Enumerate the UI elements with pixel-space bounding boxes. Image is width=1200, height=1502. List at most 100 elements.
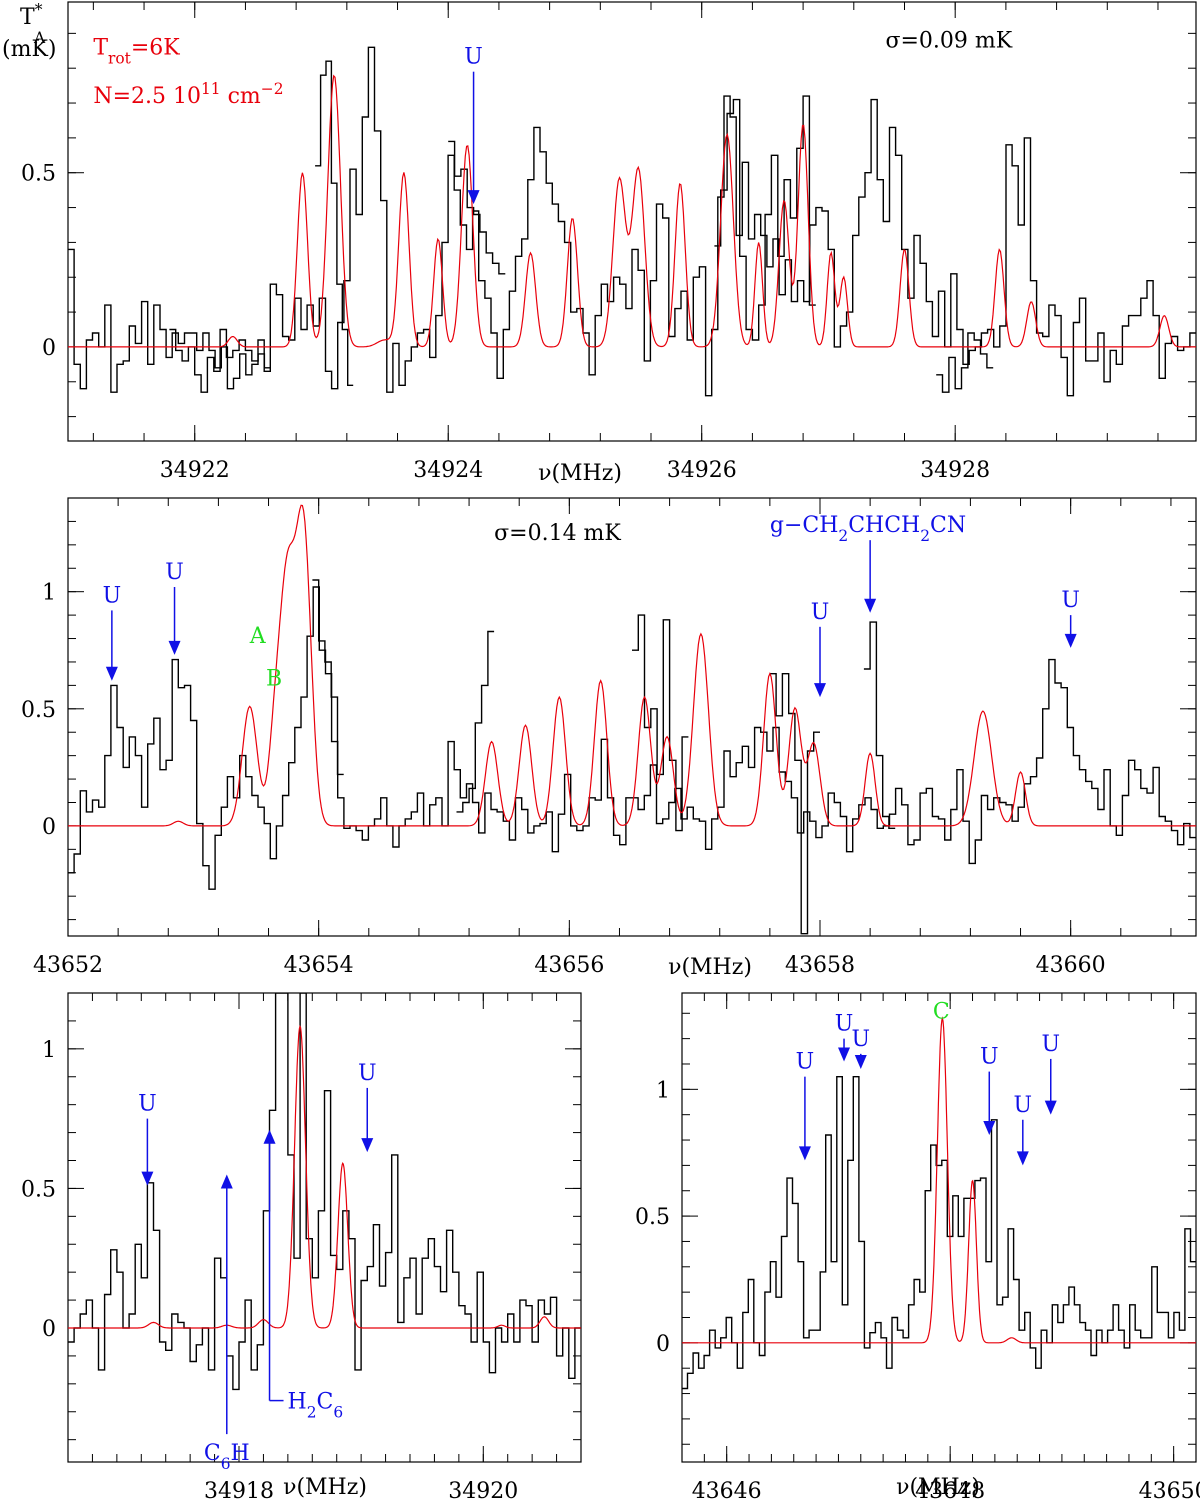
y-tick-label: 0.5	[21, 698, 56, 723]
panel-middle-43652-43661-mhz: 43652 43654 43656 43658 43660 0 0.5 1 ν(MHz) σ=0.…	[21, 497, 1197, 980]
plot-frame	[681, 992, 1197, 1463]
annotation-arrow-head	[105, 666, 118, 681]
annotation-label: U	[464, 45, 483, 70]
observed-spectrum-segment	[936, 332, 994, 393]
annotation-arrow-head	[854, 1055, 867, 1070]
x-axis-label: ν(MHz)	[283, 1475, 367, 1500]
annotation-text: σ=0.09 mK	[885, 28, 1012, 53]
observed-spectrum-segment	[456, 630, 495, 813]
annotation-arrow-head	[1016, 1151, 1029, 1166]
model-spectrum	[682, 1016, 1196, 1344]
observed-spectrum-segment	[448, 140, 506, 275]
x-axis-label: ν(MHz)	[668, 955, 752, 980]
observed-spectrum	[68, 46, 1196, 397]
annotation-text: Trot=6K	[93, 35, 180, 67]
annotation-label: U	[835, 1012, 854, 1037]
annotation-text: C	[933, 999, 950, 1024]
y-tick-label: 0	[656, 1332, 670, 1357]
x-axis-label: ν(MHz)	[896, 1475, 980, 1500]
annotation-arrow-head	[361, 1138, 374, 1153]
y-tick-label: 0.5	[635, 1205, 670, 1230]
x-tick-label: 34918	[204, 1479, 274, 1502]
plot-area	[68, 504, 1196, 935]
observed-spectrum-segment	[714, 95, 816, 341]
y-axis-label-unit: (mK)	[2, 37, 56, 62]
annotation-label: U	[811, 600, 830, 625]
panel-top-34922-34929-mhz: 34922 34924 34926 34928 0 0.5 ν(MHz) T*A(mK) σ=0…	[2, 1, 1197, 486]
observed-spectrum-segment	[169, 328, 271, 393]
annotation-text: A	[249, 624, 267, 649]
y-tick-label: 1	[42, 1038, 56, 1063]
model-spectrum	[68, 1024, 581, 1329]
annotation-label: U	[138, 1092, 157, 1117]
x-tick-label: 43660	[1036, 953, 1106, 978]
y-tick-label: 1	[656, 1078, 670, 1103]
y-axis-label-symbol: T*	[20, 1, 43, 30]
y-axis-label-subscript: A	[33, 29, 46, 47]
annotation-arrow-head	[814, 683, 826, 698]
annotation-label: U	[1041, 1032, 1060, 1057]
annotation-arrow-head	[1044, 1100, 1057, 1115]
y-tick-label: 0.5	[21, 1177, 56, 1202]
annotation-arrow-head	[263, 1129, 276, 1144]
plot-area	[68, 993, 581, 1391]
observed-spectrum	[682, 1076, 1196, 1390]
y-tick-label: 0	[42, 336, 56, 361]
annotation-label: H2C6	[288, 1390, 344, 1422]
model-spectrum	[68, 74, 1196, 348]
annotation-label: U	[796, 1050, 815, 1075]
observed-spectrum-segment	[863, 621, 896, 829]
x-tick-label: 43654	[284, 953, 354, 978]
y-tick-label: 0	[42, 1317, 56, 1342]
annotation-arrow-head	[864, 598, 877, 613]
x-axis-label: ν(MHz)	[538, 461, 622, 486]
annotation-text: σ=0.14 mK	[494, 521, 621, 546]
annotation-label: g−CH2CHCH2CN	[770, 513, 966, 545]
x-tick-label: 43652	[33, 953, 103, 978]
observed-spectrum-segment	[769, 673, 820, 935]
observed-spectrum-segment	[312, 579, 344, 776]
annotation-arrow-head	[983, 1120, 996, 1135]
plot-area	[68, 46, 1196, 397]
x-tick-label: 43658	[785, 953, 855, 978]
x-tick-label: 34920	[448, 1479, 518, 1502]
annotation-arrow-head	[467, 190, 480, 205]
annotation-arrow-head	[220, 1174, 233, 1189]
observed-spectrum	[68, 993, 581, 1391]
annotation-label: U	[358, 1061, 377, 1086]
annotation-label: U	[980, 1045, 999, 1070]
plot-area	[682, 1016, 1196, 1390]
annotation-label: U	[1061, 588, 1080, 613]
observed-spectrum	[68, 586, 1196, 890]
plot-frame	[67, 992, 582, 1463]
annotation-arrow-head	[798, 1146, 811, 1161]
y-tick-label: 0.5	[21, 162, 56, 187]
observed-spectrum-segment	[315, 60, 354, 386]
x-tick-label: 34926	[667, 458, 737, 483]
annotation-arrow-head	[168, 640, 181, 655]
y-tick-label: 1	[42, 581, 56, 606]
annotation-arrow-head	[1064, 633, 1077, 648]
annotation-label: U	[103, 583, 122, 608]
model-spectrum	[68, 504, 1196, 827]
x-tick-label: 34928	[920, 458, 990, 483]
annotation-arrow-head	[141, 1171, 154, 1186]
annotation-text: B	[266, 666, 282, 691]
panel-bottom-left-34917-34920-mhz: 34918 34920 0 0.5 1 ν(MHz) U U C6H H2C6	[21, 992, 582, 1502]
annotation-label: C6H	[204, 1441, 250, 1473]
annotation-label: U	[1014, 1093, 1033, 1118]
annotation-label: U	[165, 560, 184, 585]
annotation-text: N=2.5 1011 cm−2	[93, 80, 283, 109]
annotation-arrow-head	[838, 1047, 851, 1062]
x-tick-label: 43656	[534, 953, 604, 978]
plot-frame	[67, 1, 1197, 442]
plot-frame	[67, 497, 1197, 937]
y-tick-label: 0	[42, 815, 56, 840]
annotation-label: U	[852, 1027, 871, 1052]
x-tick-label: 43646	[692, 1479, 762, 1502]
x-tick-label: 34922	[160, 458, 230, 483]
x-tick-label: 43648	[915, 1479, 985, 1502]
